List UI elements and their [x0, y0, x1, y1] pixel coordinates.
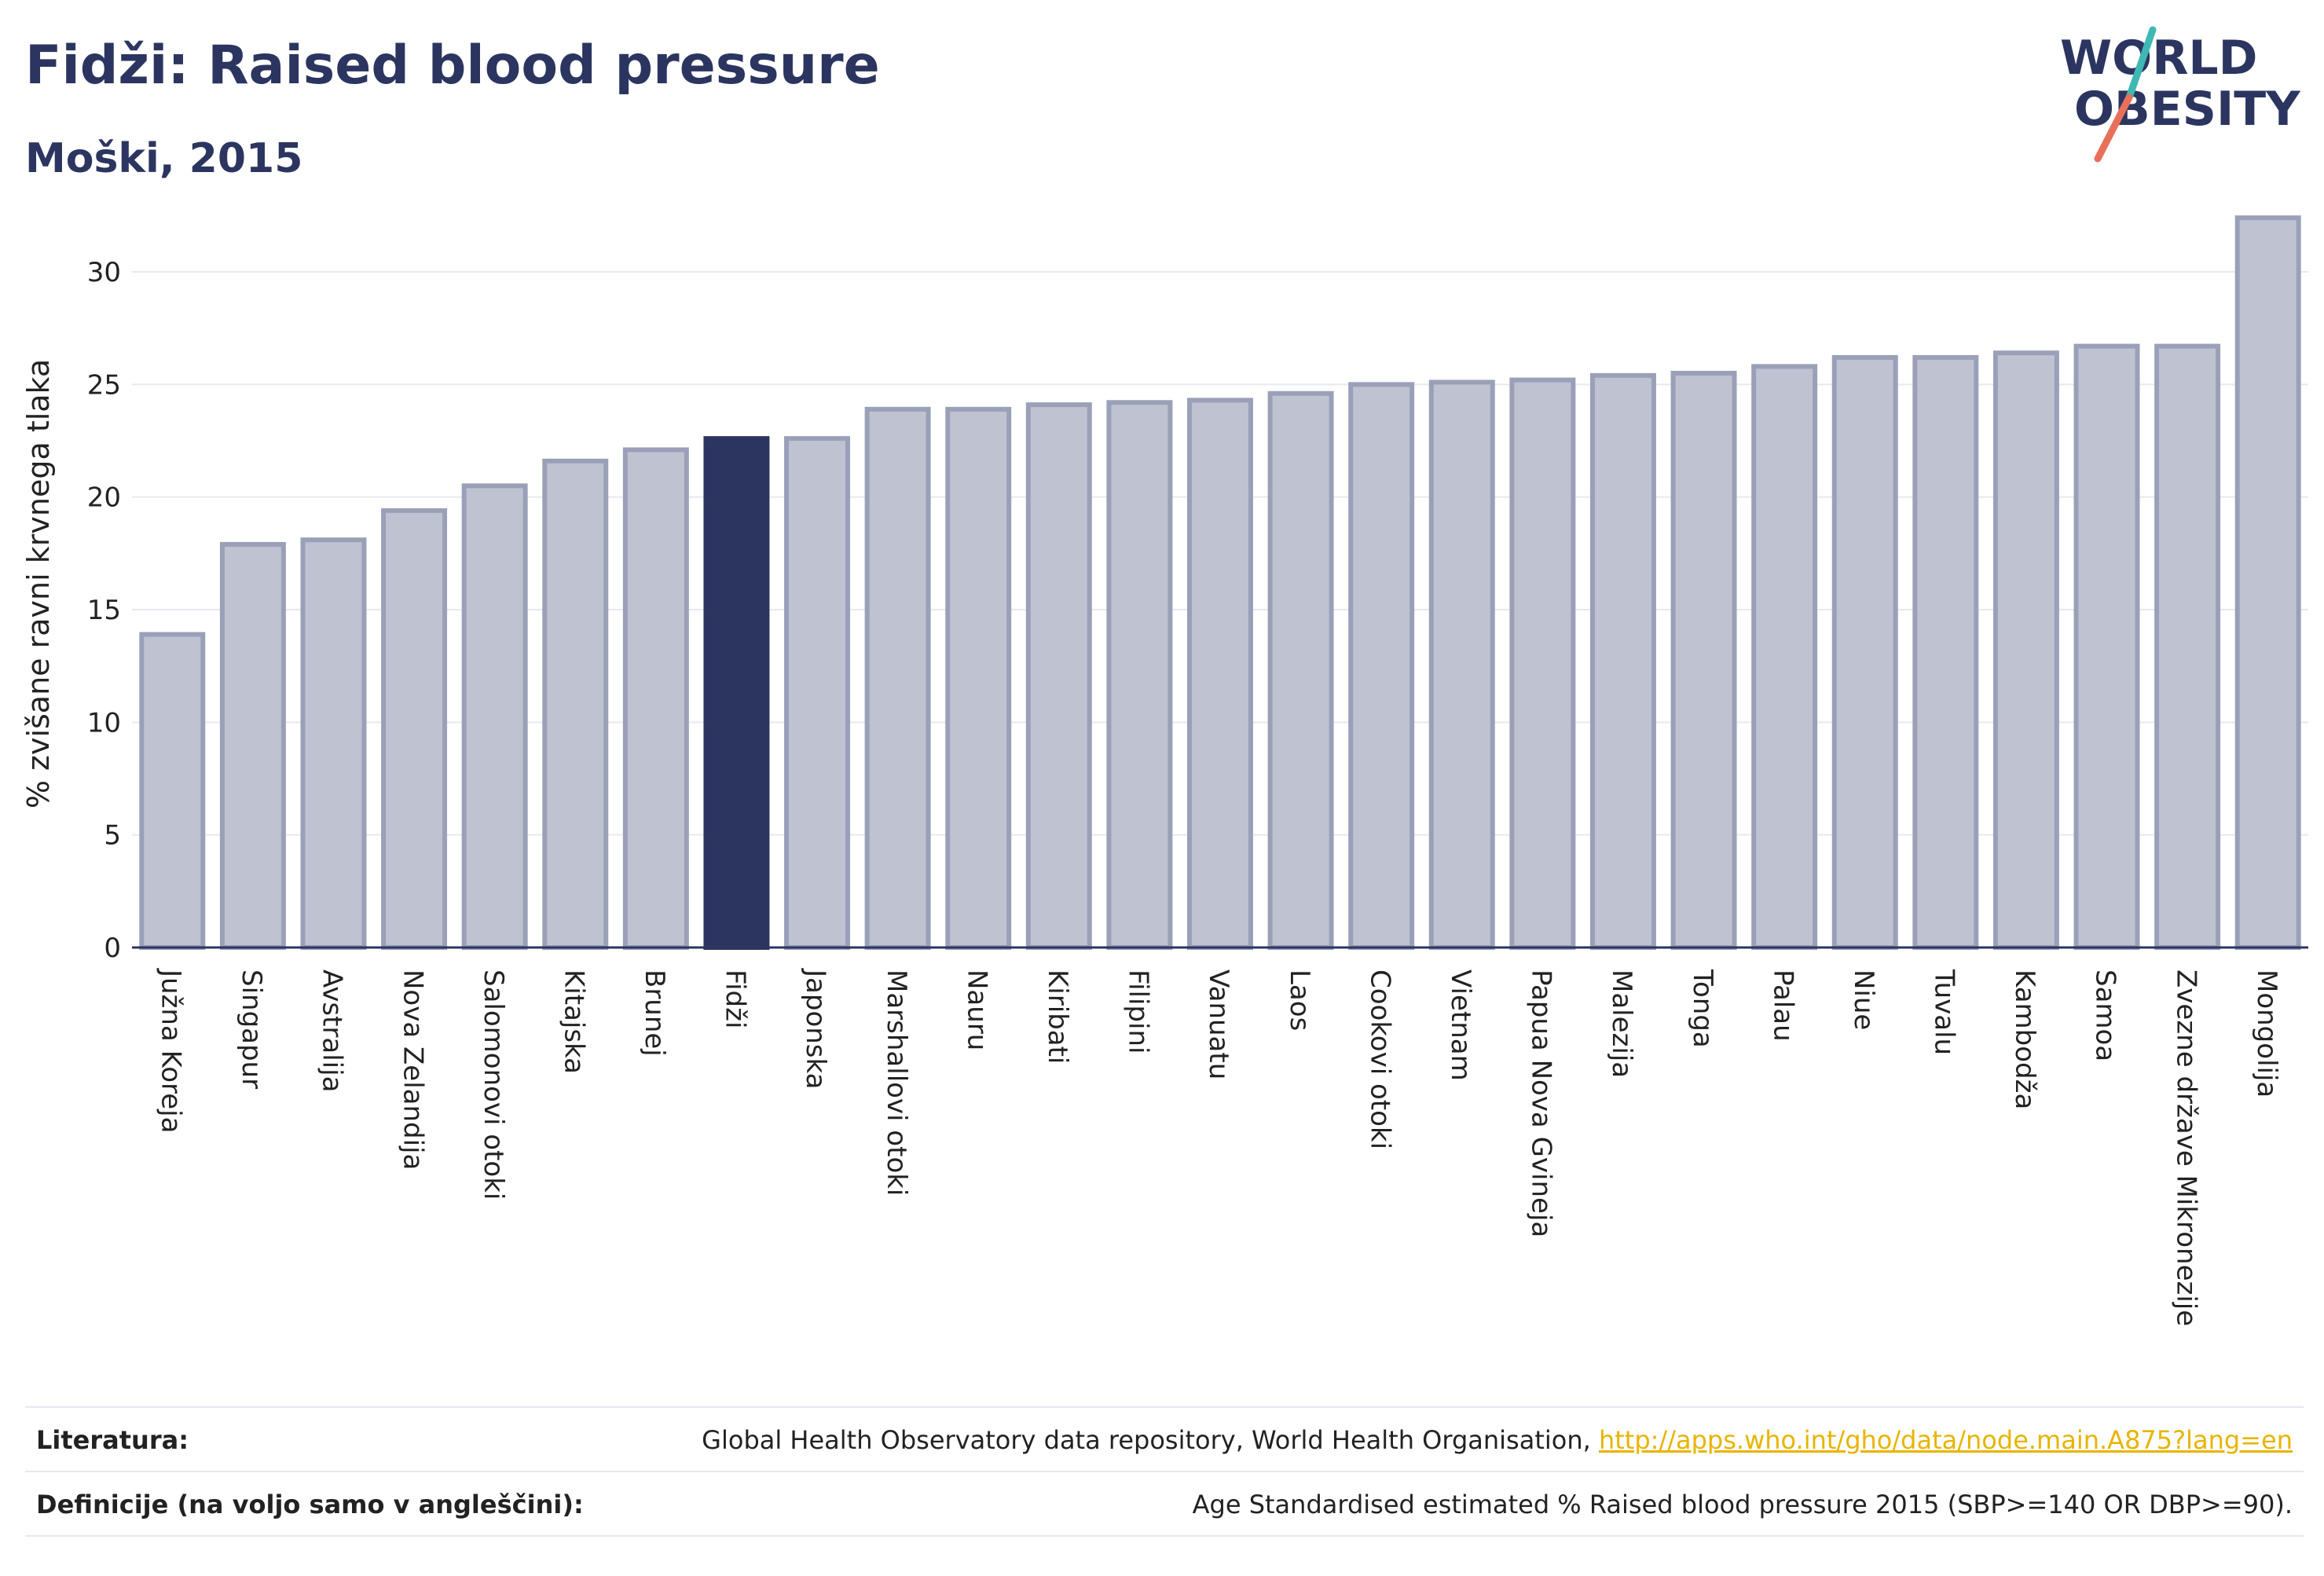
- x-category-label: Niue: [1848, 969, 1879, 1030]
- y-tick-labels: 0 5 10 15 20 25 30: [87, 257, 121, 964]
- bar-chart: 0 5 10 15 20 25 30 Južna Koreja Singapur Avstral…: [21, 215, 2308, 1326]
- page-title: Fidži: Raised blood pressure: [25, 35, 880, 97]
- bar: [1106, 400, 1173, 950]
- bar: [2234, 215, 2301, 950]
- definitions-label: Definicije (na voljo samo v angleščini):: [36, 1490, 584, 1519]
- footer-row-literature: Literatura: Global Health Observatory da…: [25, 1406, 2304, 1471]
- x-category-label: Marshallovi otoki: [881, 969, 912, 1196]
- x-category-label: Vietnam: [1445, 969, 1476, 1081]
- world-obesity-logo: WORLD OBESITY: [2060, 26, 2301, 163]
- literature-link[interactable]: http://apps.who.int/gho/data/node.main.A…: [1598, 1425, 2293, 1455]
- logo-text-world: WORLD: [2060, 31, 2257, 86]
- y-axis-title: % zvišane ravni krvnega tlaka: [21, 359, 56, 808]
- x-category-label: Singapur: [236, 969, 267, 1089]
- logo-slash-teal: [2125, 26, 2157, 101]
- bar: [1267, 390, 1334, 950]
- bar: [1751, 364, 1818, 950]
- y-tick-label: 15: [87, 595, 121, 626]
- x-category-label: Vanuatu: [1203, 969, 1234, 1079]
- literature-source: Global Health Observatory data repositor…: [702, 1425, 2293, 1455]
- y-tick-label: 0: [104, 933, 121, 964]
- x-category-label: Tonga: [1687, 969, 1718, 1048]
- bar: [461, 483, 528, 950]
- y-tick-label: 5: [104, 820, 121, 852]
- bar: [1428, 379, 1495, 950]
- bar: [945, 406, 1012, 950]
- bar: [1025, 402, 1092, 950]
- bar-highlight: [703, 436, 770, 950]
- page-subtitle: Moški, 2015: [25, 135, 303, 182]
- bar: [784, 436, 851, 950]
- x-category-label: Kiribati: [1042, 969, 1073, 1064]
- literature-text: Global Health Observatory data repositor…: [702, 1425, 1591, 1455]
- x-category-label: Mongolija: [2251, 969, 2282, 1098]
- x-category-label: Cookovi otoki: [1364, 969, 1395, 1149]
- x-category-label: Kitajska: [558, 969, 589, 1074]
- x-category-label: Malezija: [1606, 969, 1637, 1078]
- y-tick-label: 10: [87, 707, 121, 739]
- definitions-text: Age Standardised estimated % Raised bloo…: [1192, 1490, 2293, 1519]
- literature-label: Literatura:: [36, 1425, 189, 1455]
- bar: [1348, 382, 1415, 951]
- x-category-label: Laos: [1284, 969, 1315, 1031]
- bars: [139, 215, 2301, 951]
- x-category-label: Fidži: [720, 969, 751, 1028]
- x-category-label: Avstralija: [317, 969, 348, 1092]
- bar: [1912, 354, 1979, 950]
- footer-row-definitions: Definicije (na voljo samo v angleščini):…: [25, 1471, 2304, 1537]
- x-category-label: Salomonovi otoki: [478, 969, 509, 1200]
- x-category-label: Filipini: [1123, 969, 1154, 1054]
- bar: [1187, 398, 1253, 950]
- x-category-label: Južna Koreja: [155, 968, 186, 1133]
- x-category-label: Nova Zelandija: [397, 969, 428, 1170]
- bar: [2073, 343, 2140, 951]
- x-category-label: Nauru: [961, 969, 992, 1050]
- bar: [300, 537, 367, 950]
- y-tick-label: 25: [87, 369, 121, 401]
- x-category-label: Samoa: [2090, 969, 2121, 1061]
- y-tick-label: 20: [87, 482, 121, 514]
- footer-table: Literatura: Global Health Observatory da…: [25, 1406, 2304, 1537]
- x-category-label: Zvezne države Mikronezije: [2170, 969, 2201, 1326]
- x-category-label: Brunej: [639, 969, 670, 1057]
- bar: [1992, 350, 2059, 950]
- y-tick-label: 30: [87, 257, 121, 288]
- bar: [381, 508, 448, 950]
- x-category-label: Kambodža: [2009, 969, 2040, 1109]
- x-category-label: Japonska: [800, 968, 831, 1089]
- bar: [622, 447, 689, 950]
- x-category-label: Tuvalu: [1929, 969, 1960, 1055]
- bar: [1670, 371, 1737, 950]
- logo-slash-coral: [2094, 93, 2133, 163]
- x-category-label: Palau: [1767, 969, 1798, 1042]
- bar: [542, 458, 609, 950]
- bar: [139, 632, 206, 950]
- x-category-label: Papua Nova Gvineja: [1526, 969, 1557, 1237]
- bar: [1831, 354, 1898, 950]
- bar: [1589, 372, 1656, 951]
- bar: [219, 541, 286, 950]
- bar: [1509, 377, 1576, 951]
- x-category-labels: Južna Koreja Singapur Avstralija Nova Zelan…: [155, 968, 2282, 1326]
- bar: [864, 406, 931, 950]
- bar: [2154, 343, 2221, 951]
